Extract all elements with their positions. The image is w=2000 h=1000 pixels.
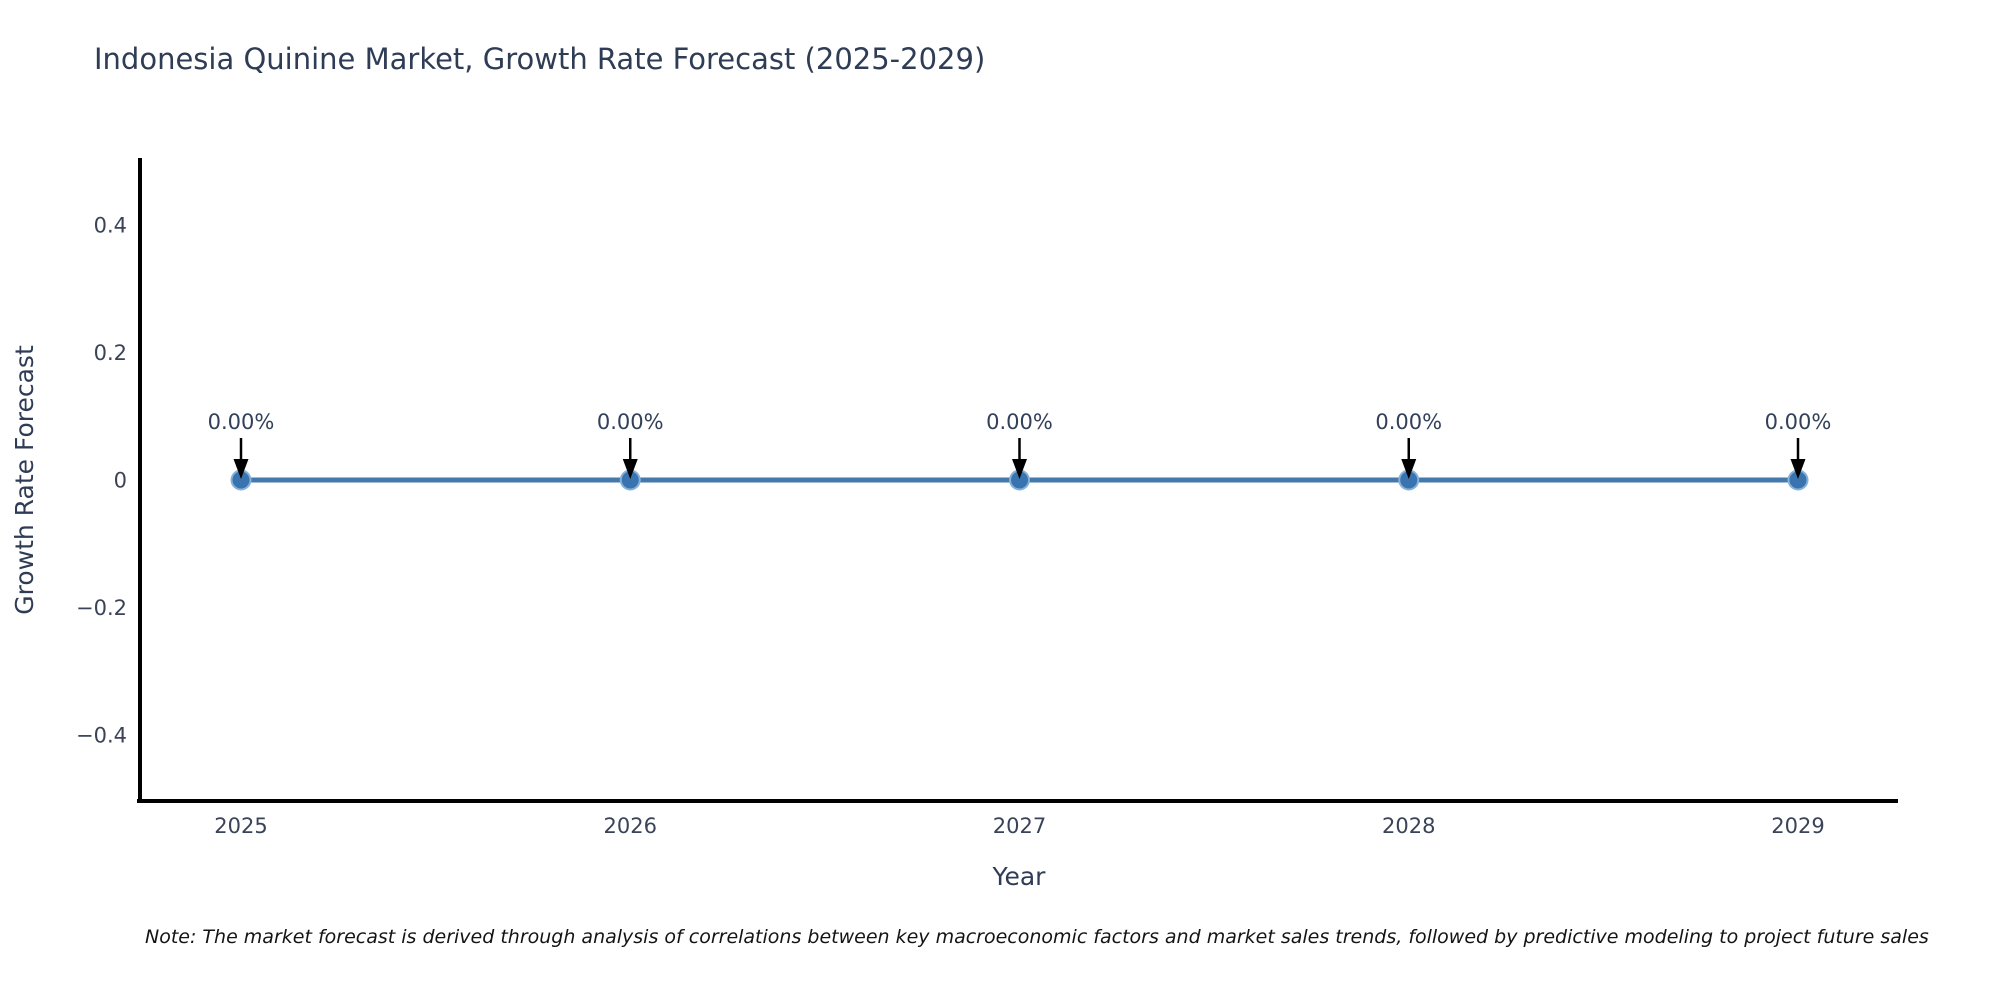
x-tick-label: 2029 [1771, 814, 1824, 838]
x-tick-label: 2028 [1382, 814, 1435, 838]
annotation-arrowhead [1012, 459, 1027, 479]
annotation-arrowhead [622, 459, 638, 479]
chart-title: Indonesia Quinine Market, Growth Rate Fo… [94, 42, 986, 76]
annotation-label: 0.00% [208, 410, 275, 434]
y-tick-label: 0 [114, 469, 127, 493]
annotation-label: 0.00% [986, 410, 1053, 434]
y-axis-title: Growth Rate Forecast [10, 345, 39, 615]
annotation-label: 0.00% [597, 410, 664, 434]
x-tick-label: 2027 [993, 814, 1046, 838]
x-tick-label: 2025 [214, 814, 267, 838]
annotation-arrowhead [1401, 459, 1417, 479]
annotation-label: 0.00% [1375, 410, 1442, 434]
annotation-arrowhead [1790, 459, 1806, 479]
annotation-label: 0.00% [1765, 410, 1832, 434]
y-tick-label: 0.2 [94, 341, 127, 365]
y-tick-label: −0.4 [76, 724, 127, 748]
annotation-arrowhead [233, 459, 249, 479]
footnote: Note: The market forecast is derived thr… [145, 926, 1929, 948]
x-axis-title: Year [992, 862, 1047, 891]
y-tick-label: 0.4 [94, 214, 127, 238]
y-tick-label: −0.2 [76, 596, 127, 620]
x-tick-label: 2026 [604, 814, 657, 838]
